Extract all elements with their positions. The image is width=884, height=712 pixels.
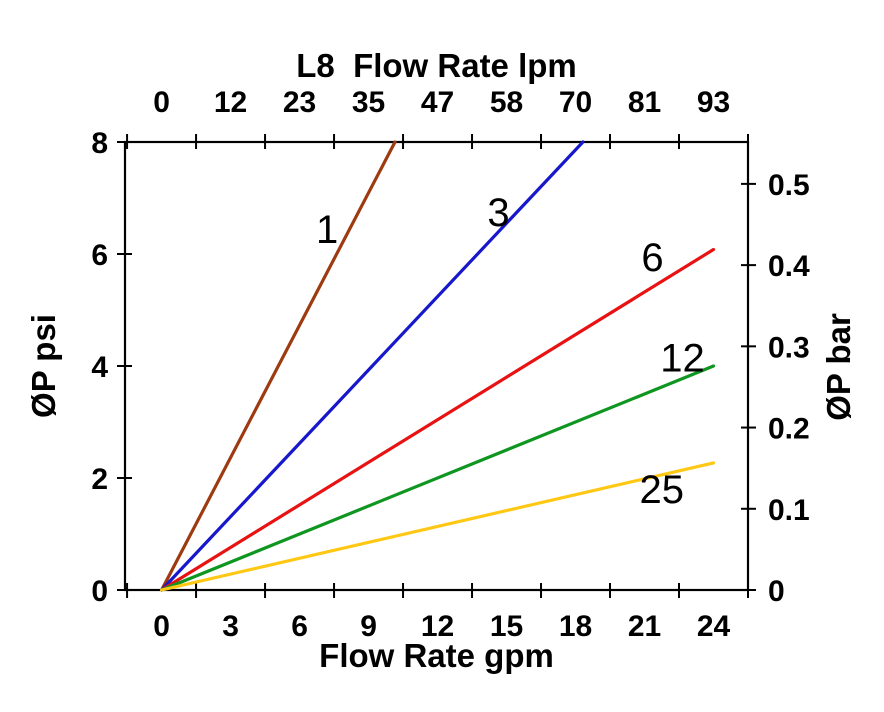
series-line-6 [160,247,716,592]
left-axis-title: ØP psi [24,314,62,418]
x-tick-label-bottom: 3 [222,610,239,643]
plot-frame [123,140,750,592]
x-tick-label-bottom: 0 [153,610,170,643]
y-tick-label-left: 8 [91,127,108,160]
series-line-1 [160,140,397,592]
y-tick-label-right: 0.4 [768,250,810,283]
y-tick-label-right: 0.2 [768,413,810,446]
y-tick-label-right: 0.3 [768,331,810,364]
x-tick-label-top: 12 [214,86,247,119]
series-line-12 [160,364,716,592]
x-tick-label-bottom: 12 [421,610,454,643]
series-label-12: 12 [660,337,705,381]
x-tick-label-top: 35 [352,86,385,119]
bottom-axis-title: Flow Rate gpm [319,637,554,674]
x-tick-label-top: 23 [283,86,316,119]
top-axis-title: L8 Flow Rate lpm [296,47,577,84]
series-line-3 [160,140,585,592]
x-tick-label-top: 47 [421,86,454,119]
x-tick-label-top: 0 [153,86,170,119]
x-tick-label-top: 70 [559,86,592,119]
y-tick-label-left: 4 [91,351,108,384]
y-tick-label-right: 0 [768,575,785,608]
y-tick-label-right: 0.1 [768,494,810,527]
right-axis-title: ØP bar [819,313,857,421]
x-tick-label-bottom: 15 [490,610,523,643]
x-tick-label-bottom: 21 [628,610,661,643]
series-label-25: 25 [640,468,685,512]
y-tick-label-left: 6 [91,239,108,272]
x-tick-label-top: 58 [490,86,523,119]
series-label-1: 1 [316,208,338,252]
series-label-3: 3 [487,191,509,235]
y-tick-label-left: 0 [91,575,108,608]
x-tick-label-bottom: 9 [360,610,377,643]
x-tick-label-top: 93 [697,86,730,119]
x-tick-label-top: 81 [628,86,661,119]
x-tick-label-bottom: 24 [697,610,731,643]
series-line-25 [160,461,716,592]
y-tick-label-left: 2 [91,463,108,496]
x-tick-label-bottom: 18 [559,610,592,643]
series-label-6: 6 [641,236,663,280]
x-tick-label-bottom: 6 [291,610,308,643]
y-tick-label-right: 0.5 [768,169,810,202]
